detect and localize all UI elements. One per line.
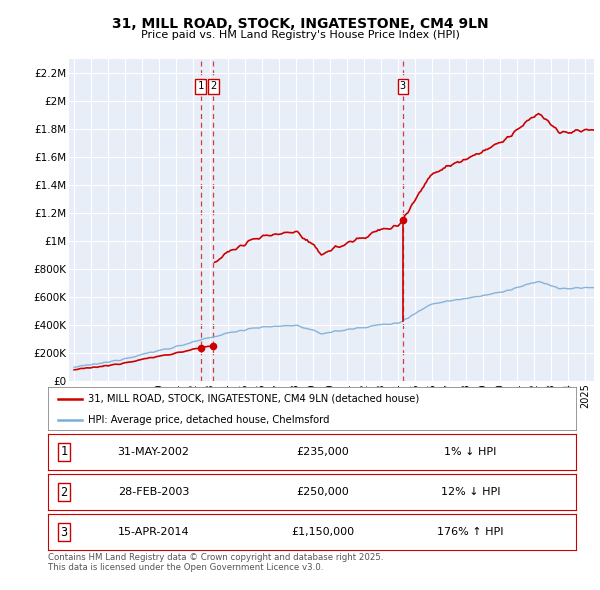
Text: 31-MAY-2002: 31-MAY-2002: [118, 447, 190, 457]
Text: 176% ↑ HPI: 176% ↑ HPI: [437, 527, 503, 537]
Text: 31, MILL ROAD, STOCK, INGATESTONE, CM4 9LN (detached house): 31, MILL ROAD, STOCK, INGATESTONE, CM4 9…: [88, 394, 419, 404]
Text: 12% ↓ HPI: 12% ↓ HPI: [440, 487, 500, 497]
Text: 3: 3: [400, 81, 406, 91]
Text: 1: 1: [60, 445, 67, 458]
Text: 28-FEB-2003: 28-FEB-2003: [118, 487, 189, 497]
Text: 2: 2: [210, 81, 217, 91]
Text: £1,150,000: £1,150,000: [291, 527, 354, 537]
Text: Contains HM Land Registry data © Crown copyright and database right 2025.
This d: Contains HM Land Registry data © Crown c…: [48, 553, 383, 572]
Text: Price paid vs. HM Land Registry's House Price Index (HPI): Price paid vs. HM Land Registry's House …: [140, 30, 460, 40]
Text: £235,000: £235,000: [296, 447, 349, 457]
Text: 31, MILL ROAD, STOCK, INGATESTONE, CM4 9LN: 31, MILL ROAD, STOCK, INGATESTONE, CM4 9…: [112, 17, 488, 31]
Text: 2: 2: [60, 486, 67, 499]
Text: £250,000: £250,000: [296, 487, 349, 497]
Text: 1% ↓ HPI: 1% ↓ HPI: [444, 447, 497, 457]
Text: HPI: Average price, detached house, Chelmsford: HPI: Average price, detached house, Chel…: [88, 415, 329, 425]
Text: 1: 1: [197, 81, 204, 91]
Text: 15-APR-2014: 15-APR-2014: [118, 527, 190, 537]
Text: 3: 3: [60, 526, 67, 539]
